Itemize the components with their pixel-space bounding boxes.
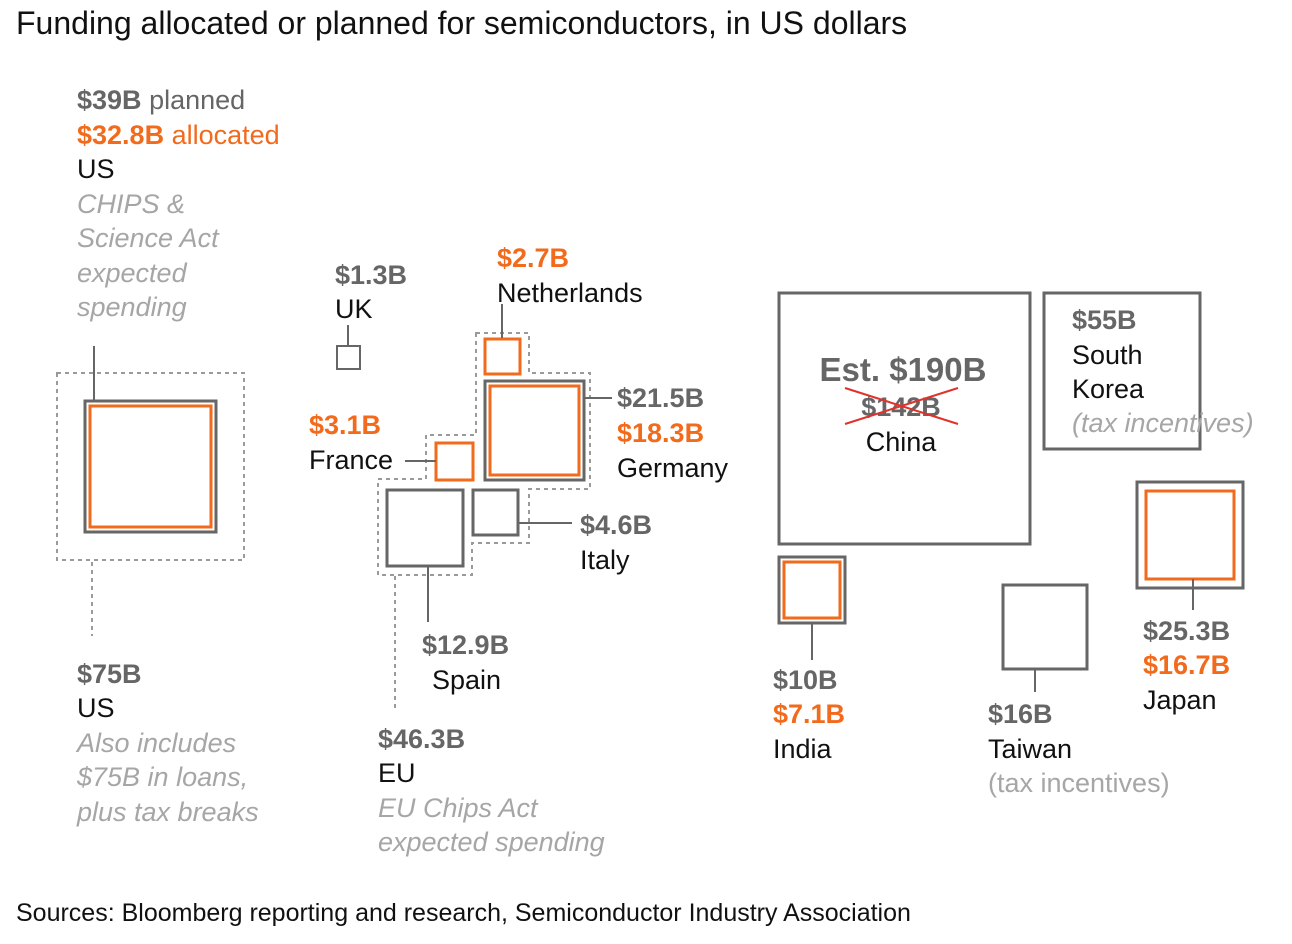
us-note-line: expected <box>77 258 188 288</box>
china-region-label: China <box>866 427 938 457</box>
us-note-line: spending <box>77 292 187 322</box>
eu-region-label: EU <box>378 758 416 788</box>
source-note: Sources: Bloomberg reporting and researc… <box>16 899 911 927</box>
south-korea-note: (tax incentives) <box>1072 408 1254 438</box>
south-korea-group: $55B South Korea (tax incentives) <box>1042 291 1254 451</box>
south-korea-planned-square <box>1042 291 1202 451</box>
us-total-note-line: Also includes <box>75 728 236 758</box>
uk-planned-square <box>336 345 361 370</box>
japan-region-label: Japan <box>1143 685 1217 715</box>
south-korea-planned-value: $55B <box>1072 305 1137 335</box>
china-estimate-value: Est. $190B <box>820 351 987 388</box>
us-allocated-value: $32.8B <box>77 120 164 150</box>
netherlands-allocated-square <box>483 337 522 376</box>
us-allocated-square <box>88 404 213 529</box>
spain-group: $12.9B Spain <box>385 488 509 695</box>
france-allocated-value: $3.1B <box>309 410 381 440</box>
china-planned-square <box>777 291 1032 546</box>
taiwan-group: $16B Taiwan (tax incentives) <box>988 583 1170 798</box>
india-group: $10B $7.1B India <box>773 555 847 764</box>
germany-planned-square <box>483 379 586 482</box>
india-allocated-square <box>782 560 842 620</box>
us-planned-word: planned <box>149 85 245 115</box>
us-note-line: Science Act <box>77 223 220 253</box>
us-total-note-line: $75B in loans, <box>76 762 248 792</box>
japan-allocated-square <box>1144 489 1236 581</box>
germany-region-label: Germany <box>617 453 729 483</box>
us-region-label: US <box>77 154 115 184</box>
uk-planned-value: $1.3B <box>335 260 407 290</box>
us-total-note-line: plus tax breaks <box>76 797 259 827</box>
us-planned-value: $39B <box>77 85 142 115</box>
china-group: Est. $190B $142B China <box>777 291 1032 546</box>
eu-note-line: EU Chips Act <box>378 793 539 823</box>
spain-region-label: Spain <box>432 665 501 695</box>
eu-note-line: expected spending <box>378 827 605 857</box>
india-planned-square <box>777 555 847 625</box>
japan-planned-value: $25.3B <box>1143 616 1230 646</box>
taiwan-planned-value: $16B <box>988 699 1053 729</box>
spain-planned-value: $12.9B <box>422 630 509 660</box>
germany-group: $21.5B $18.3B Germany <box>483 379 729 483</box>
eu-total-outline <box>377 332 591 576</box>
eu-total-value: $46.3B <box>378 724 465 754</box>
us-group: $39B planned $32.8B allocated US CHIPS &… <box>56 85 280 827</box>
uk-group: $1.3B UK <box>335 260 407 370</box>
india-region-label: India <box>773 734 833 764</box>
us-total-region-label: US <box>77 693 115 723</box>
chart-title: Funding allocated or planned for semicon… <box>16 5 907 41</box>
japan-group: $25.3B $16.7B Japan <box>1135 480 1245 715</box>
netherlands-region-label: Netherlands <box>497 278 643 308</box>
taiwan-planned-square <box>1001 583 1089 671</box>
germany-allocated-square <box>488 384 581 477</box>
uk-region-label: UK <box>335 294 373 324</box>
us-total-square <box>56 372 245 561</box>
us-planned-square <box>83 399 218 534</box>
us-allocated-word: allocated <box>172 120 280 150</box>
japan-planned-square <box>1135 480 1245 590</box>
germany-allocated-value: $18.3B <box>617 418 704 448</box>
germany-planned-value: $21.5B <box>617 383 704 413</box>
south-korea-region-label: Korea <box>1072 374 1145 404</box>
italy-region-label: Italy <box>580 545 630 575</box>
netherlands-allocated-value: $2.7B <box>497 243 569 273</box>
taiwan-region-label: Taiwan <box>988 734 1072 764</box>
france-group: $3.1B France <box>309 410 475 482</box>
italy-planned-square <box>471 488 520 537</box>
us-note-line: CHIPS & <box>77 189 185 219</box>
spain-planned-square <box>385 488 465 568</box>
india-allocated-value: $7.1B <box>773 699 845 729</box>
svg-text:$39B planned: $39B planned <box>77 85 245 115</box>
us-total-value: $75B <box>77 659 142 689</box>
china-strike-line <box>844 387 959 425</box>
taiwan-note: (tax incentives) <box>988 768 1170 798</box>
japan-allocated-value: $16.7B <box>1143 650 1230 680</box>
netherlands-group: $2.7B Netherlands <box>483 243 643 376</box>
south-korea-region-label: South <box>1072 340 1143 370</box>
eu-group: $46.3B EU EU Chips Act expected spending <box>378 724 605 857</box>
france-allocated-square <box>434 441 475 482</box>
italy-planned-value: $4.6B <box>580 510 652 540</box>
svg-text:$32.8B allocated: $32.8B allocated <box>77 120 280 150</box>
italy-group: $4.6B Italy <box>471 488 652 575</box>
india-planned-value: $10B <box>773 665 838 695</box>
france-region-label: France <box>309 445 393 475</box>
